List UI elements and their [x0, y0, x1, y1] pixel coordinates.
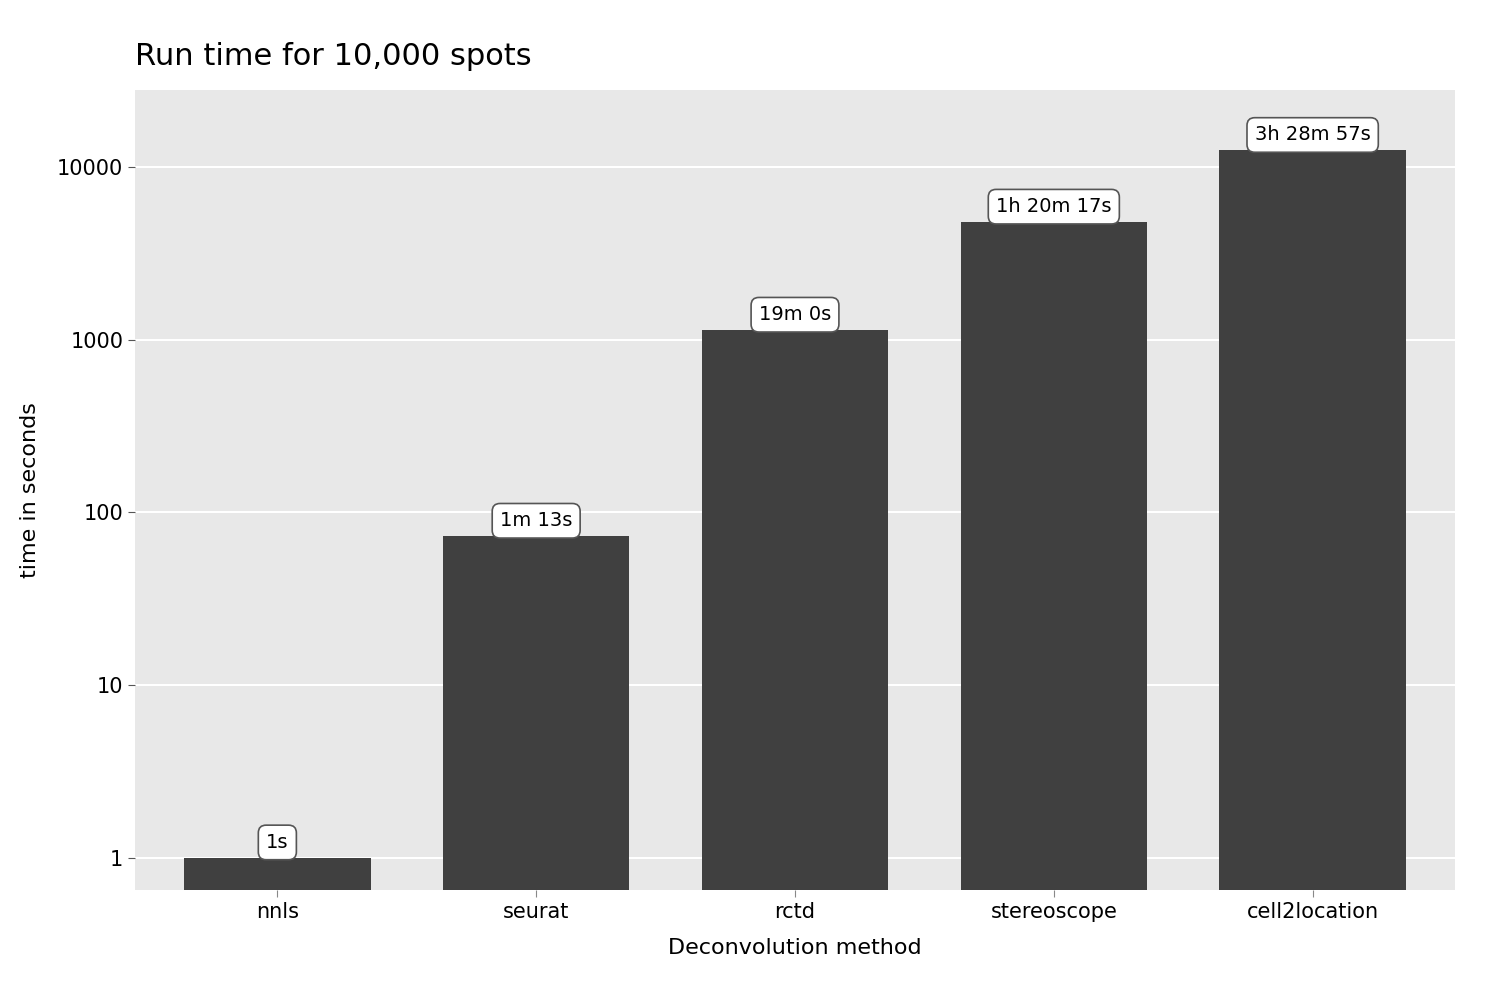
Text: 1m 13s: 1m 13s: [500, 511, 573, 530]
Bar: [702, 330, 888, 1000]
Bar: [442, 536, 630, 1000]
Text: 19m 0s: 19m 0s: [759, 305, 831, 324]
Bar: [1220, 150, 1406, 1000]
Text: 3h 28m 57s: 3h 28m 57s: [1256, 125, 1371, 144]
Bar: [960, 222, 1148, 1000]
X-axis label: Deconvolution method: Deconvolution method: [668, 938, 922, 958]
Y-axis label: time in seconds: time in seconds: [21, 402, 40, 578]
Text: Run time for 10,000 spots: Run time for 10,000 spots: [135, 42, 531, 71]
Text: 1s: 1s: [266, 833, 288, 852]
Text: 1h 20m 17s: 1h 20m 17s: [996, 197, 1112, 216]
Bar: [184, 858, 370, 1000]
